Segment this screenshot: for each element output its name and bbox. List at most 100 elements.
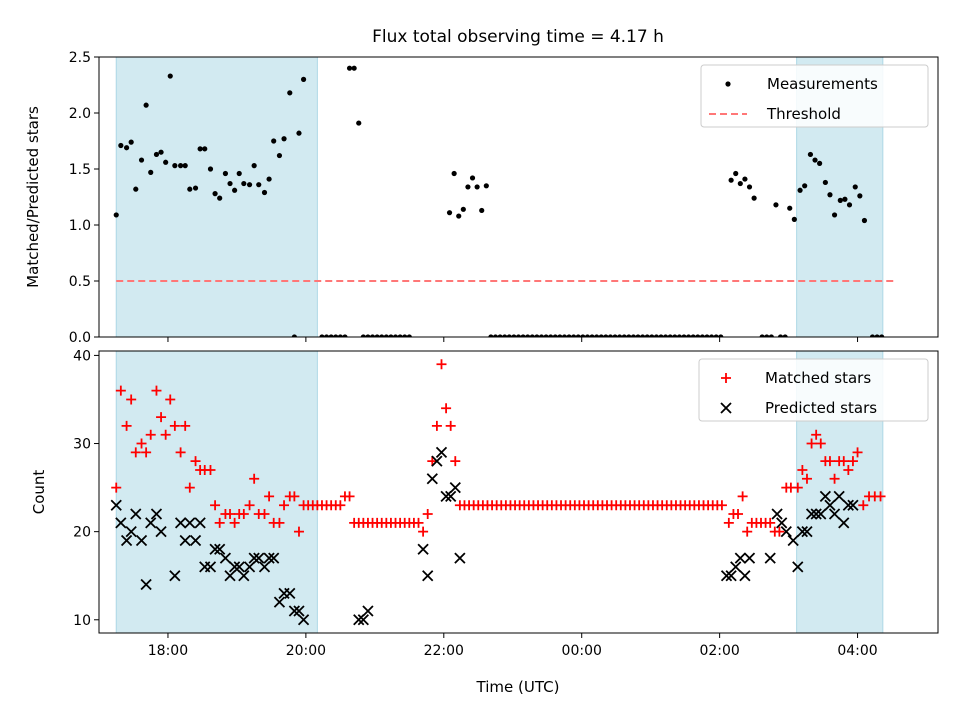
predicted-star-point — [362, 605, 374, 617]
matched-star-point — [130, 447, 141, 458]
predicted-star-point — [828, 508, 841, 520]
predicted-star-point — [263, 552, 275, 564]
measurement-point — [163, 159, 169, 165]
legend-matched-marker — [721, 373, 731, 383]
measurement-point — [383, 334, 389, 337]
legend-measurement-marker — [725, 81, 731, 87]
measurement-point — [782, 334, 788, 337]
measurement-point — [261, 189, 268, 196]
top-y-tick-label: 1.0 — [69, 218, 91, 234]
measurement-point — [178, 163, 184, 169]
measurement-point — [287, 90, 293, 96]
matched-star-point — [335, 500, 346, 511]
predicted-star-point — [224, 570, 236, 582]
measurement-point — [708, 334, 715, 337]
matched-star-point — [190, 456, 201, 467]
measurement-point — [822, 179, 828, 186]
measurement-point — [607, 334, 614, 337]
measurement-point — [626, 334, 632, 337]
measurement-point — [356, 120, 362, 126]
predicted-star-point — [174, 517, 187, 529]
measurement-point — [511, 334, 517, 337]
measurement-point — [266, 176, 272, 182]
matched-star-point — [716, 500, 727, 511]
predicted-star-point — [734, 552, 746, 564]
measurement-point — [502, 334, 508, 337]
top-panel: 0.0 0.5 1.0 1.5 2.0 2.5 Matched/Predicted star… — [24, 50, 939, 346]
predicted-star-point — [293, 605, 305, 617]
measurement-point — [113, 212, 119, 218]
matched-star-point — [264, 491, 275, 502]
matched-star-point — [210, 500, 221, 511]
measurement-point — [777, 334, 784, 337]
top-y-tick-label: 1.5 — [69, 162, 91, 178]
measurement-point — [842, 196, 848, 202]
measurement-point — [746, 184, 753, 190]
top-series-0 — [113, 65, 885, 337]
legend-entry-label: Measurements — [767, 75, 878, 93]
measurement-point — [123, 145, 130, 151]
measurement-point — [351, 65, 357, 71]
measurement-point — [831, 212, 838, 218]
measurement-point — [695, 334, 701, 337]
predicted-star-point — [273, 596, 286, 608]
measurement-point — [319, 334, 325, 337]
measurement-point — [699, 334, 705, 337]
measurement-point — [742, 176, 748, 182]
bottom-y-axis-label: Count — [30, 470, 48, 515]
measurement-point — [672, 334, 678, 337]
predicted-star-point — [130, 508, 142, 520]
measurement-point — [737, 180, 743, 187]
measurement-point — [276, 152, 283, 159]
measurement-point — [580, 334, 586, 337]
measurement-point — [773, 202, 779, 208]
measurement-point — [817, 160, 823, 166]
matched-star-point — [737, 491, 748, 502]
predicted-star-point — [150, 508, 163, 520]
matched-star-point — [792, 482, 803, 493]
predicted-star-point — [253, 552, 265, 564]
measurement-point — [296, 130, 302, 136]
legend-box — [698, 358, 929, 422]
measurement-point — [148, 169, 154, 175]
matched-star-point — [229, 517, 240, 528]
matched-star-point — [441, 403, 452, 414]
measurement-point — [172, 163, 178, 169]
measurement-point — [827, 192, 833, 198]
matched-star-point — [289, 491, 300, 502]
measurement-point — [869, 334, 876, 337]
predicted-star-point — [776, 517, 788, 529]
predicted-star-point — [353, 614, 365, 626]
predicted-star-point — [815, 508, 827, 520]
matched-star-point — [431, 420, 442, 431]
matched-star-point — [151, 385, 162, 396]
measurement-point — [630, 334, 637, 337]
measurement-point — [515, 334, 522, 337]
matched-star-point — [249, 473, 260, 484]
measurement-point — [271, 138, 277, 144]
legend-entry-label: Threshold — [766, 105, 841, 123]
measurement-point — [635, 334, 641, 337]
measurement-point — [552, 334, 558, 337]
measurement-point — [236, 170, 242, 177]
measurement-point — [534, 334, 540, 337]
predicted-star-point — [297, 614, 310, 626]
measurement-point — [543, 334, 549, 337]
measurement-point — [520, 334, 526, 337]
matched-star-point — [238, 509, 249, 520]
measurement-point — [525, 334, 531, 337]
matched-star-point — [121, 420, 132, 431]
measurement-point — [379, 334, 385, 337]
measurement-point — [685, 334, 692, 337]
measurement-point — [222, 170, 229, 177]
measurement-point — [460, 206, 466, 212]
measurement-point — [598, 334, 604, 337]
predicted-star-point — [110, 499, 122, 511]
top-y-axis-label: Matched/Predicted stars — [24, 106, 42, 288]
measurement-point — [346, 65, 353, 71]
measurement-point — [676, 334, 683, 337]
measurement-point — [197, 146, 203, 152]
matched-star-point — [852, 447, 863, 458]
measurement-point — [768, 334, 774, 337]
matched-star-point — [274, 517, 285, 528]
